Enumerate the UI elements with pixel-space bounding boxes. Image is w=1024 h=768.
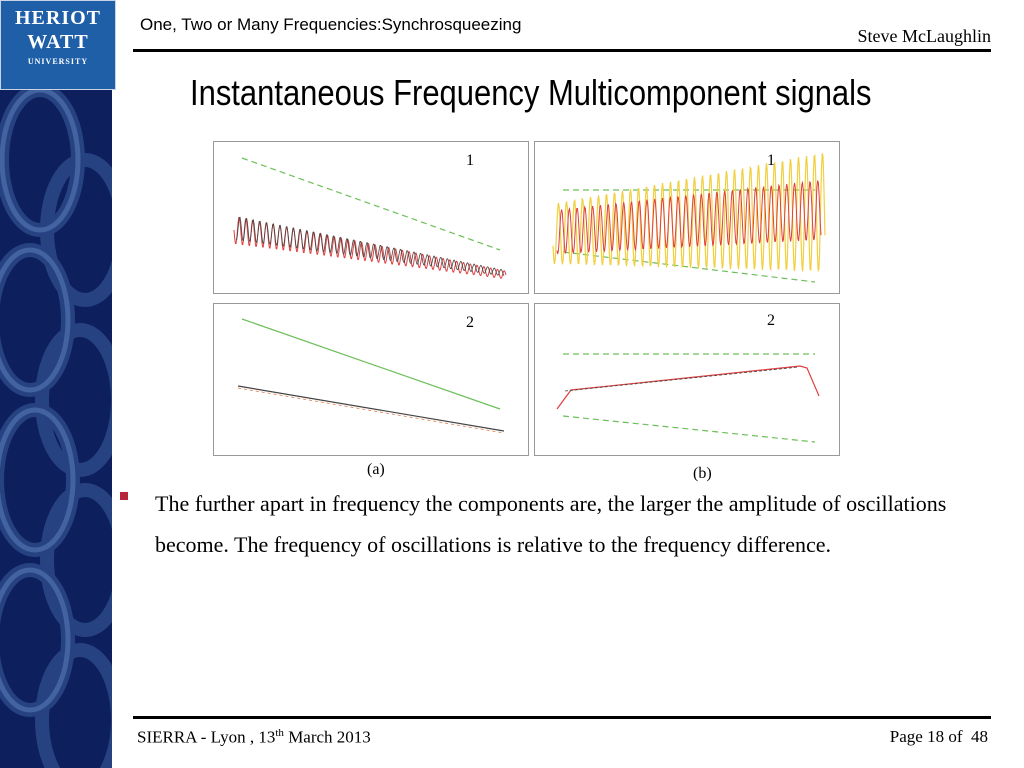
caption-a: (a)	[367, 461, 385, 478]
panel-b1-plot	[552, 153, 826, 283]
logo-line-3: UNIVERSITY	[27, 57, 89, 66]
logo-line-2: WATT	[27, 31, 89, 53]
figure-panel-a2: 2	[213, 303, 529, 456]
slide-title: Instantaneous Frequency Multicomponent s…	[190, 72, 872, 113]
page-number: Page 18 of 48	[890, 727, 988, 747]
university-logo: HERIOT WATT UNIVERSITY	[0, 0, 116, 90]
panel-b2-plot	[556, 353, 820, 443]
header-divider	[133, 49, 991, 52]
course-title: One, Two or Many Frequencies:Synchrosque…	[140, 15, 522, 34]
page-label: Page 18 of	[889, 727, 963, 746]
bullet-text: The further apart in frequency the compo…	[155, 491, 947, 557]
figure-panel-a1: 1	[213, 141, 529, 294]
footer-event-text: SIERRA - Lyon , 13	[137, 727, 276, 747]
panel-label: 2	[767, 312, 775, 329]
footer-divider	[133, 716, 991, 719]
panel-a2-plot	[237, 318, 505, 434]
panel-label: 1	[466, 152, 474, 169]
bullet-marker	[120, 492, 128, 500]
footer-date: March 2013	[283, 727, 371, 747]
sidebar-decoration	[0, 0, 112, 768]
panel-a1-plot	[233, 157, 507, 279]
figure-panel-b2: 2	[534, 303, 840, 456]
figure-panel-b1: 1	[534, 141, 840, 294]
logo-line-1: HERIOT	[14, 7, 102, 29]
caption-b: (b)	[693, 465, 712, 482]
author-name: Steve McLaughlin	[857, 26, 991, 46]
panel-label: 1	[767, 152, 775, 169]
page-total: 48	[971, 727, 988, 746]
chain-background-graphic	[0, 83, 112, 768]
footer-ordinal: th	[275, 727, 284, 739]
footer-event: SIERRA - Lyon , 13th March 2013	[137, 727, 371, 748]
panel-label: 2	[466, 314, 474, 331]
